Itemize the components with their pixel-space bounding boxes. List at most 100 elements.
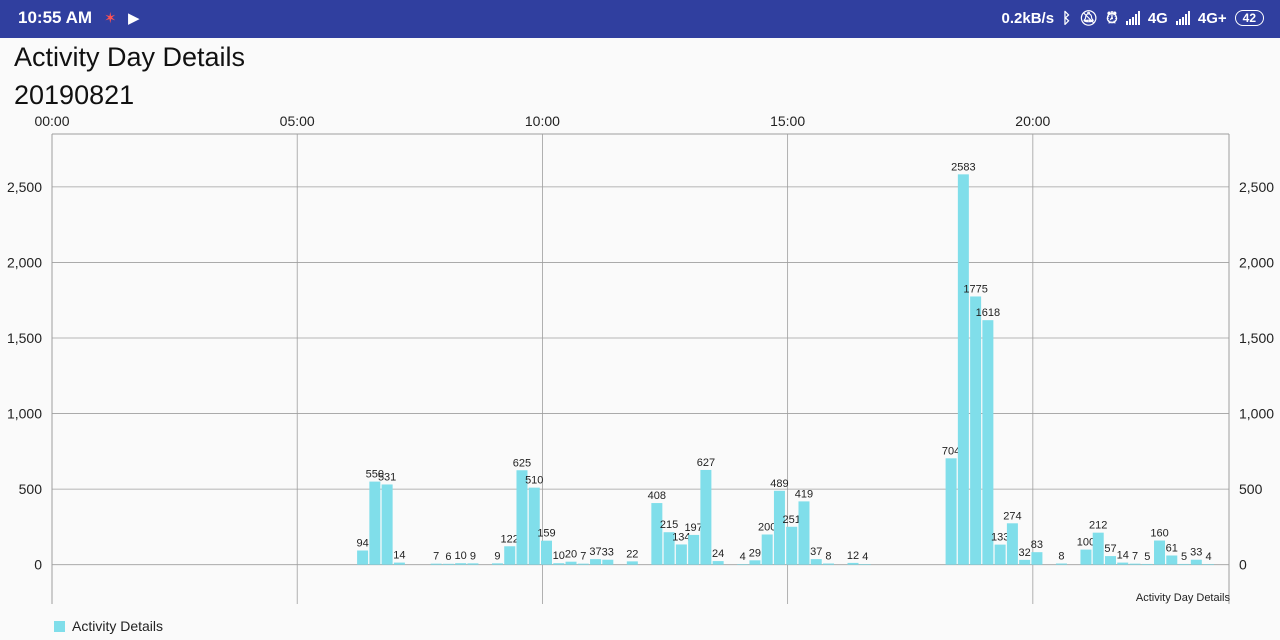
bar-value-label: 9	[470, 550, 476, 562]
status-right: 0.2kB/s ᛒ 🔕︎ ⏰︎ 4G 4G+ 42	[1002, 9, 1264, 27]
bar	[1166, 555, 1178, 565]
bar	[1178, 563, 1190, 565]
bar-value-label: 9	[494, 550, 500, 562]
bar-value-label: 1618	[976, 307, 1000, 319]
y-tick-label-left: 0	[34, 557, 42, 573]
bar	[516, 470, 528, 565]
bar-value-label: 33	[1190, 547, 1202, 559]
bar-value-label: 12	[847, 550, 859, 562]
bar	[1080, 549, 1092, 565]
notification-icon: ✶	[104, 9, 117, 27]
bar	[553, 563, 565, 565]
bar	[700, 469, 712, 565]
bar-value-label: 8	[825, 550, 831, 562]
bar-value-label: 100	[1077, 537, 1095, 549]
bar	[1190, 559, 1202, 565]
bar	[1203, 564, 1215, 565]
bar-value-label: 7	[433, 551, 439, 563]
bar-value-label: 4	[1206, 551, 1212, 563]
bar	[467, 563, 479, 565]
bar	[773, 490, 785, 565]
bar	[1141, 563, 1153, 565]
bar-value-label: 32	[1019, 547, 1031, 559]
y-tick-label-right: 500	[1239, 481, 1263, 497]
bar	[737, 564, 749, 565]
y-tick-label-left: 1,000	[7, 406, 42, 422]
bar	[651, 503, 663, 565]
bar-value-label: 625	[513, 457, 531, 469]
bar-value-label: 212	[1089, 520, 1107, 532]
bar	[1031, 552, 1043, 565]
chart-legend: Activity Details	[54, 618, 163, 634]
bar	[626, 561, 638, 565]
y-tick-label-right: 1,500	[1239, 330, 1274, 346]
bar-value-label: 57	[1104, 543, 1116, 555]
bar-value-label: 160	[1150, 528, 1168, 540]
bar-value-label: 6	[445, 551, 451, 563]
y-tick-label-right: 2,000	[1239, 254, 1274, 270]
muted-bell-icon: 🔕︎	[1079, 10, 1099, 27]
x-tick-label: 00:00	[34, 113, 69, 129]
bar-value-label: 408	[648, 490, 666, 502]
bar	[1006, 523, 1018, 565]
legend-swatch	[54, 620, 65, 632]
bar	[1092, 532, 1104, 565]
bar	[455, 563, 467, 565]
chart-description: Activity Day Details	[1136, 592, 1231, 604]
legend-label: Activity Details	[72, 618, 164, 634]
y-tick-label-left: 2,500	[7, 179, 42, 195]
bluetooth-icon: ᛒ	[1062, 9, 1072, 27]
bar-value-label: 83	[1031, 539, 1043, 551]
bar-value-label: 10	[455, 550, 467, 562]
bar	[565, 561, 577, 565]
bar-value-label: 14	[393, 550, 405, 562]
bar-value-label: 7	[1132, 551, 1138, 563]
battery-icon: 42	[1234, 10, 1264, 26]
bar-value-label: 510	[525, 475, 543, 487]
bar	[786, 526, 798, 565]
bar	[761, 534, 773, 565]
bar-value-label: 200	[758, 521, 776, 533]
bar	[541, 540, 553, 565]
bar-value-label: 133	[991, 532, 1009, 544]
signal-icon	[1175, 11, 1190, 25]
bar-value-label: 215	[660, 519, 678, 531]
bar	[577, 563, 589, 565]
bar-value-label: 29	[749, 547, 761, 559]
bar	[369, 481, 381, 565]
bar-value-label: 94	[356, 538, 368, 550]
bar-value-label: 5	[1144, 551, 1150, 563]
bar	[982, 320, 994, 565]
bar	[1154, 540, 1166, 565]
network-type-1: 4G	[1147, 9, 1168, 27]
bar-value-label: 1775	[963, 283, 987, 295]
bar-value-label: 627	[697, 457, 715, 469]
bar	[393, 562, 405, 565]
bar	[994, 544, 1006, 565]
network-speed: 0.2kB/s	[1001, 9, 1055, 27]
y-tick-label-right: 1,000	[1239, 406, 1274, 422]
bar-value-label: 22	[626, 548, 638, 560]
bar	[847, 562, 859, 565]
x-tick-label: 10:00	[525, 113, 560, 129]
bar	[1117, 562, 1129, 565]
bar-value-label: 37	[810, 546, 822, 558]
bar	[528, 487, 540, 565]
bar	[1055, 563, 1067, 565]
bar-value-label: 4	[740, 551, 746, 563]
network-type-2: 4G+	[1197, 9, 1227, 27]
bar	[430, 563, 442, 565]
bar	[381, 484, 393, 565]
bar	[957, 174, 969, 565]
bar	[859, 564, 871, 565]
bar	[798, 501, 810, 565]
bar-value-label: 37	[589, 546, 601, 558]
bar	[712, 561, 724, 565]
bar-value-label: 24	[712, 548, 724, 560]
bar	[504, 546, 516, 565]
bar	[822, 563, 834, 565]
y-tick-label-left: 2,000	[7, 254, 42, 270]
activity-bar-chart: 0 0 500 500 1,000 1,000 1,500 1,500 2,000 2,000 2,…	[7, 113, 1274, 604]
play-store-icon: ▶	[128, 9, 140, 27]
bar-value-label: 419	[795, 488, 813, 500]
